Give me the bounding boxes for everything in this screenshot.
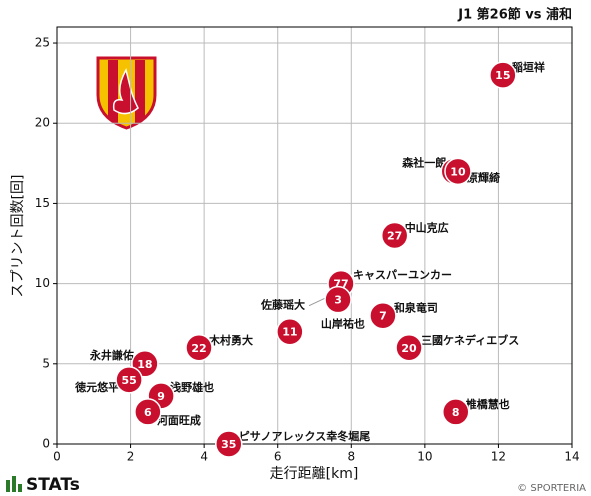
- player-number: 35: [221, 438, 236, 451]
- credit: © SPORTERIA: [517, 483, 586, 494]
- chart-title: J1 第26節 vs 浦和: [457, 7, 572, 23]
- point: [215, 430, 243, 458]
- x-tick-label: 14: [564, 450, 579, 464]
- player-number: 55: [121, 374, 136, 387]
- point: [442, 398, 470, 426]
- point: [444, 157, 472, 186]
- player-number: 18: [137, 358, 152, 371]
- player-name: 中山克広: [405, 221, 449, 235]
- x-tick-label: 12: [491, 450, 506, 464]
- point: [369, 301, 397, 330]
- player-name: 永井謙佑: [89, 348, 134, 362]
- x-tick-label: 2: [127, 450, 135, 464]
- player-number: 22: [191, 342, 206, 355]
- point: [115, 366, 143, 394]
- y-tick-label: 5: [42, 356, 50, 370]
- point: [324, 285, 352, 314]
- leader-line: [308, 297, 327, 307]
- player-name: 佐藤瑶大: [260, 298, 305, 312]
- y-tick-label: 20: [35, 116, 50, 130]
- y-tick-label: 25: [35, 36, 50, 50]
- brand-logo: STATs: [6, 475, 80, 495]
- player-number: 9: [157, 390, 165, 403]
- x-tick-label: 6: [274, 450, 282, 464]
- point: [489, 61, 517, 89]
- plot-frame: [56, 26, 573, 445]
- player-number: 15: [495, 69, 510, 82]
- player-name: 稲垣祥: [512, 60, 545, 74]
- point: [134, 398, 162, 426]
- player-name: キャスパーユンカー: [353, 269, 452, 282]
- player-number: 6: [144, 406, 152, 419]
- y-tick-label: 10: [35, 276, 50, 290]
- player-name: 三國ケネディエブス: [421, 333, 519, 347]
- x-axis-label: 走行距離[km]: [270, 465, 359, 482]
- y-axis-label: スプリント回数[回]: [10, 175, 26, 298]
- player-number: 11: [282, 326, 297, 339]
- player-number: 3: [334, 294, 342, 307]
- player-number: 7: [379, 310, 387, 323]
- x-tick-label: 4: [200, 450, 208, 464]
- y-tick-label: 0: [42, 437, 50, 451]
- point: [185, 334, 213, 362]
- player-number: 10: [450, 165, 466, 178]
- x-tick-label: 10: [417, 450, 432, 464]
- player-name: ピサノアレックス幸冬堀尾: [239, 429, 370, 443]
- player-name: 椎橋慧也: [465, 397, 510, 411]
- player-number: 20: [401, 342, 417, 355]
- player-name: 木村勇大: [208, 333, 253, 347]
- player-name: 和泉竜司: [394, 301, 438, 315]
- player-name: 浅野雄也: [170, 380, 214, 394]
- x-tick-label: 8: [347, 450, 355, 464]
- player-name: 森社一朗: [402, 155, 446, 169]
- player-name: 河面旺成: [157, 413, 201, 427]
- player-name: 徳元悠平: [74, 380, 119, 394]
- player-name: 原輝綺: [467, 170, 500, 184]
- brand: STATs: [26, 475, 80, 495]
- x-tick-label: 0: [53, 450, 61, 464]
- player-number: 27: [387, 230, 402, 243]
- point: [380, 221, 409, 250]
- y-tick-label: 15: [35, 196, 50, 210]
- player-number: 8: [452, 406, 460, 419]
- club-logo: [96, 56, 157, 130]
- point: [276, 317, 304, 346]
- point: [395, 334, 423, 362]
- player-name: 山岸祐也: [321, 317, 365, 331]
